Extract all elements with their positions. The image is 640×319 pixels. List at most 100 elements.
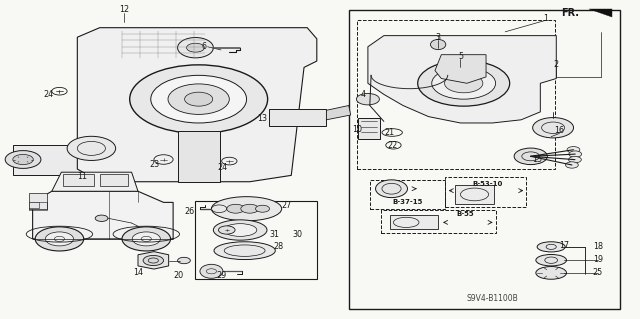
Ellipse shape [223,224,257,236]
Text: FR.: FR. [561,8,579,19]
Circle shape [532,118,573,138]
Text: 29: 29 [216,271,226,280]
Text: 24: 24 [44,90,54,99]
Bar [358,118,380,139]
Bar [29,202,47,210]
Text: B-53-10: B-53-10 [472,181,502,187]
Ellipse shape [376,180,408,197]
Circle shape [177,257,190,264]
Bar [370,180,445,209]
Text: 2: 2 [554,60,559,69]
Circle shape [445,74,483,93]
Text: 23: 23 [149,160,159,169]
Text: 6: 6 [201,42,206,51]
Polygon shape [589,9,612,17]
Bar [269,109,326,126]
Text: S9V4-B1100B: S9V4-B1100B [467,294,518,303]
Circle shape [168,84,229,115]
Polygon shape [52,172,138,191]
Circle shape [151,75,246,123]
Circle shape [122,227,171,251]
Circle shape [95,215,108,221]
Text: 15: 15 [532,155,542,164]
Text: 11: 11 [77,173,88,182]
Ellipse shape [536,267,566,279]
Ellipse shape [177,38,213,58]
Text: 5: 5 [458,52,463,61]
Circle shape [569,151,582,157]
Bar [195,201,317,278]
Bar [445,177,526,207]
Circle shape [186,43,204,52]
Circle shape [184,92,212,106]
Text: 10: 10 [352,125,362,134]
Text: 13: 13 [257,114,268,123]
Text: 22: 22 [387,141,397,150]
Polygon shape [435,55,486,83]
Polygon shape [368,36,556,123]
Circle shape [255,205,269,212]
Text: 24: 24 [218,163,228,172]
Bar [29,202,39,208]
Bar [63,174,94,187]
Text: 12: 12 [119,5,129,14]
Bar [13,145,81,175]
Ellipse shape [214,242,275,260]
Text: 20: 20 [173,271,183,280]
Text: 17: 17 [559,241,569,250]
Circle shape [132,232,161,246]
Bar [29,193,47,209]
Text: 3: 3 [436,33,441,42]
Bar [100,174,129,187]
Circle shape [218,226,235,234]
Text: 19: 19 [593,255,603,264]
Bar [390,215,438,229]
Polygon shape [326,106,351,120]
Text: 21: 21 [384,128,394,137]
Circle shape [143,256,164,266]
Text: 4: 4 [361,90,366,99]
Circle shape [67,136,116,160]
Ellipse shape [431,40,446,50]
Bar [357,20,555,169]
Circle shape [514,148,547,165]
Circle shape [567,146,580,153]
Text: 28: 28 [273,242,284,251]
Text: 30: 30 [292,230,303,239]
Text: 1: 1 [543,14,548,23]
Circle shape [130,65,268,133]
Ellipse shape [536,255,566,266]
Text: 31: 31 [269,230,279,239]
Bar [381,210,495,233]
Bar [456,185,493,204]
Circle shape [432,67,495,99]
Bar [349,10,620,309]
Circle shape [566,162,579,168]
Circle shape [356,93,380,105]
Circle shape [241,204,259,213]
Circle shape [45,232,74,246]
Polygon shape [77,28,317,182]
Text: 14: 14 [133,268,143,277]
Bar [178,131,220,182]
Text: B-55: B-55 [457,211,474,217]
Text: 27: 27 [282,201,292,210]
Text: 18: 18 [593,242,603,251]
Ellipse shape [213,220,267,240]
Text: 16: 16 [554,126,564,135]
Bar [81,148,103,156]
Circle shape [568,157,581,163]
Polygon shape [33,191,173,239]
Circle shape [35,227,84,251]
Text: B-37-15: B-37-15 [392,199,422,205]
Circle shape [13,154,33,165]
Ellipse shape [200,264,223,278]
Ellipse shape [211,197,282,221]
Ellipse shape [537,242,565,252]
Circle shape [418,60,509,106]
Circle shape [5,151,41,168]
Polygon shape [138,252,169,269]
Circle shape [227,204,244,213]
Text: 25: 25 [593,268,603,277]
Text: 26: 26 [184,207,194,216]
